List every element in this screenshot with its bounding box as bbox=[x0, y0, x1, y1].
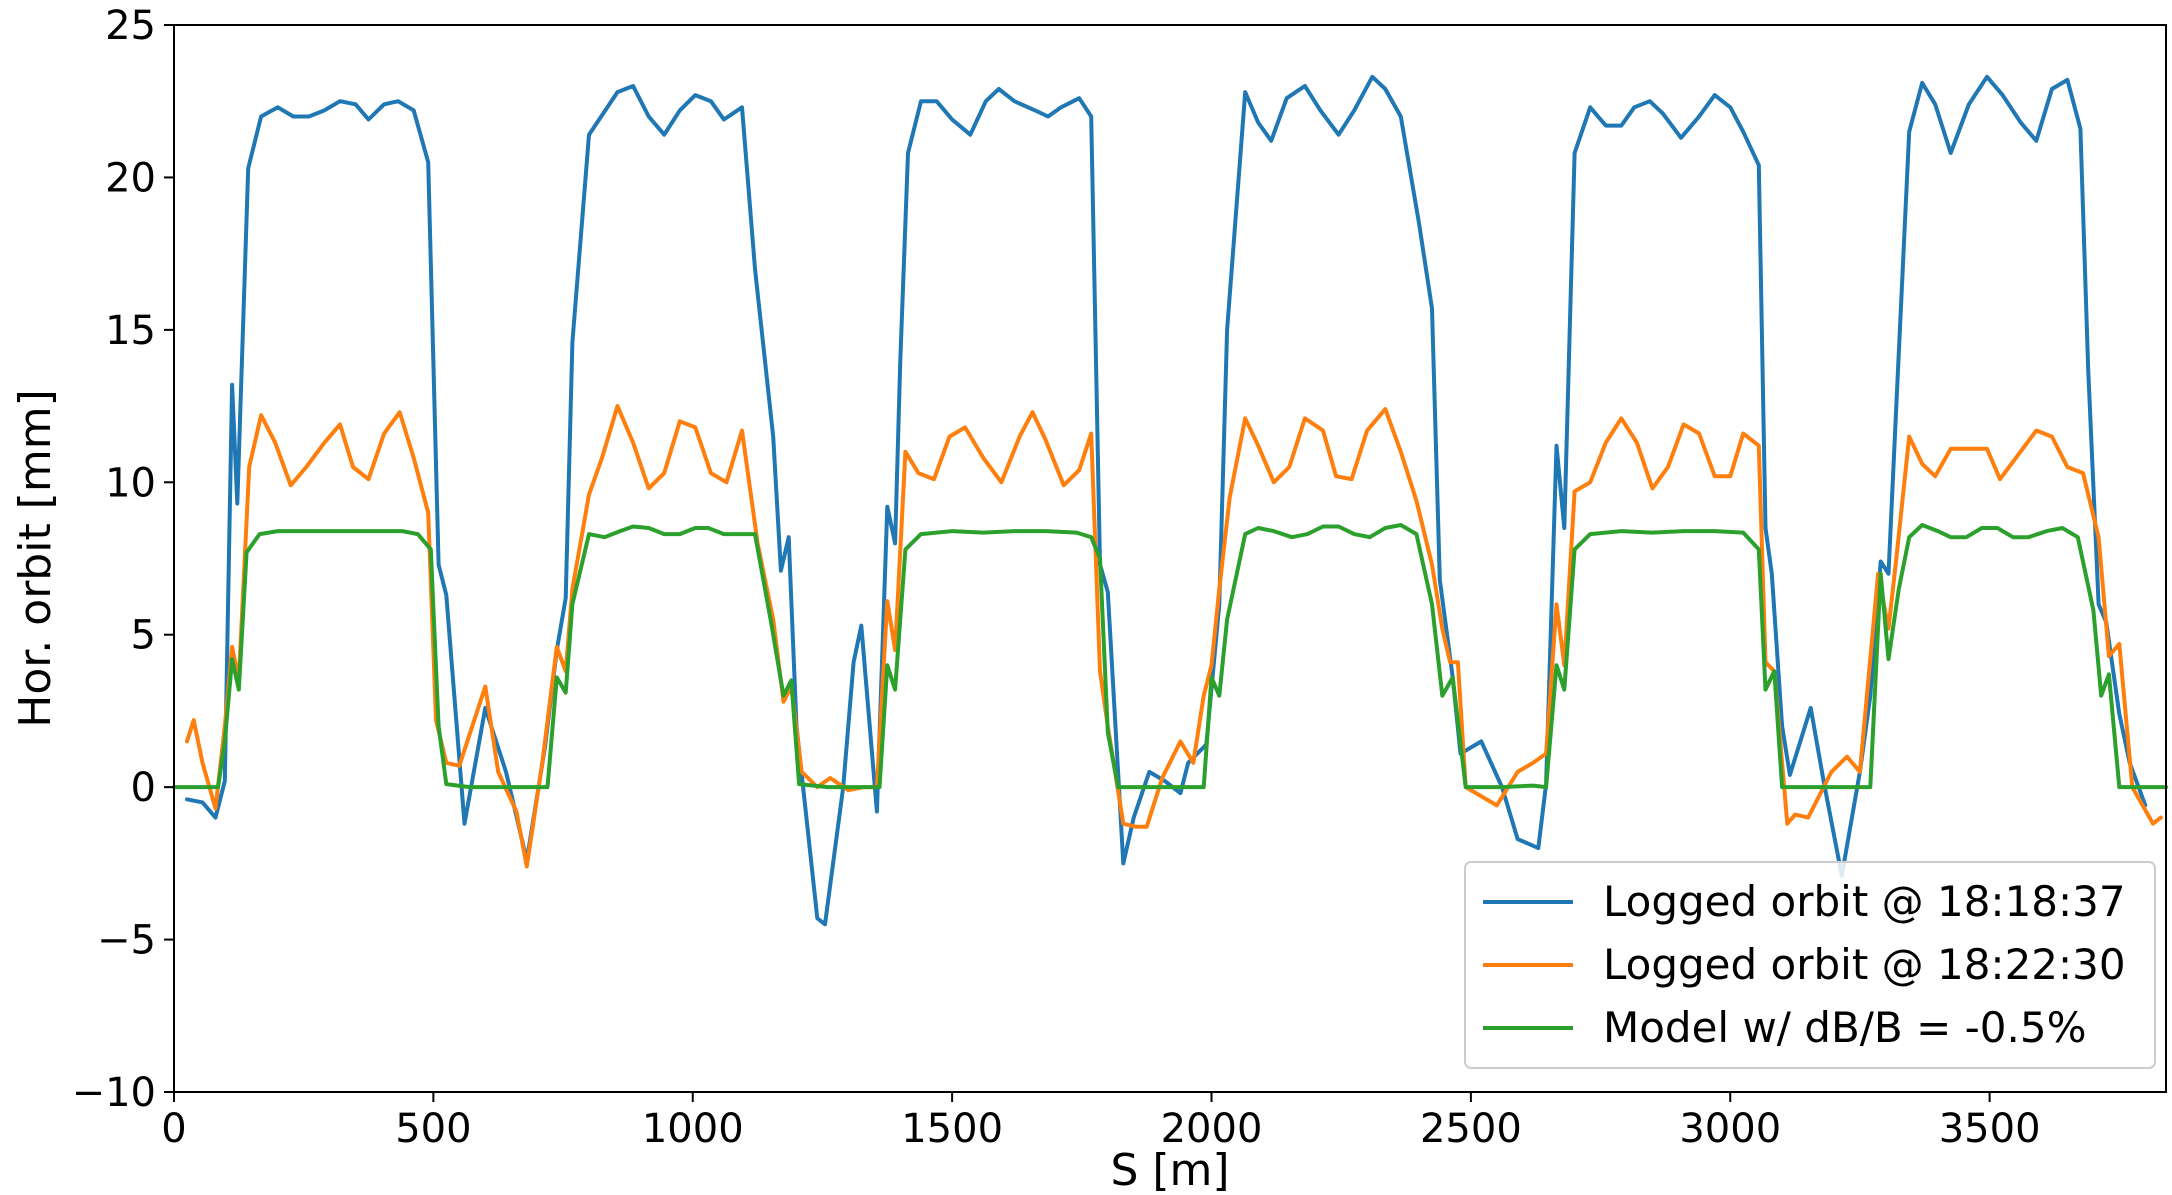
y-tick-label: 5 bbox=[131, 613, 156, 659]
x-tick-label: 1500 bbox=[901, 1106, 1003, 1152]
y-tick-label: −10 bbox=[72, 1070, 156, 1116]
y-tick-label: 20 bbox=[105, 155, 156, 201]
x-axis-label: S [m] bbox=[1110, 1145, 1229, 1195]
y-tick-label: 0 bbox=[131, 765, 156, 811]
x-tick-label: 2000 bbox=[1161, 1106, 1263, 1152]
legend-label-1: Logged orbit @ 18:18:37 bbox=[1603, 877, 2126, 926]
y-tick-label: 15 bbox=[105, 308, 156, 354]
axes-frame bbox=[173, 24, 2167, 1093]
series-line-3 bbox=[172, 523, 2168, 790]
legend: Logged orbit @ 18:18:37 Logged orbit @ 18… bbox=[1464, 861, 2156, 1069]
x-tick-label: 500 bbox=[395, 1106, 471, 1152]
x-tick-label: 3500 bbox=[1939, 1106, 2041, 1152]
x-tick-label: 1000 bbox=[642, 1106, 744, 1152]
legend-box bbox=[1464, 861, 2156, 1069]
y-axis-label: Hor. orbit [mm] bbox=[10, 389, 61, 728]
ticks-layer: 0 500 1000 1500 2000 2500 3000 3500 −10 −5 0 5 10 15 2… bbox=[72, 3, 2041, 1152]
series-line-2 bbox=[185, 404, 2163, 869]
axes-layer bbox=[173, 24, 2167, 1093]
series-layer bbox=[172, 74, 2168, 927]
legend-label-2: Logged orbit @ 18:22:30 bbox=[1603, 940, 2126, 989]
x-tick-label: 2500 bbox=[1420, 1106, 1522, 1152]
legend-label-3: Model w/ dB/B = -0.5% bbox=[1603, 1003, 2087, 1052]
x-tick-label: 0 bbox=[161, 1106, 186, 1152]
x-tick-label: 3000 bbox=[1679, 1106, 1781, 1152]
y-tick-label: −5 bbox=[97, 918, 156, 964]
y-tick-label: 25 bbox=[105, 3, 156, 49]
y-tick-label: 10 bbox=[105, 460, 156, 506]
